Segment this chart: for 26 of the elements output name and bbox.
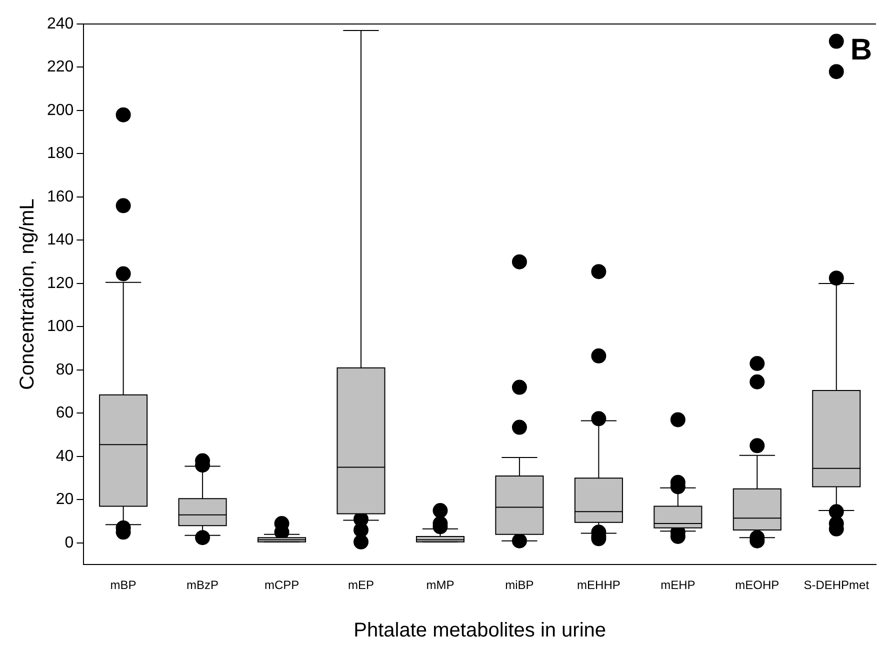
x-tick-label: mEHP [660,578,696,592]
x-tick-label: S-DEHPmet [804,578,870,592]
x-axis-title: Phtalate metabolites in urine [354,620,606,642]
y-tick-label: 160 [46,188,74,206]
x-tick-label: miBP [505,578,534,592]
y-tick-label: 60 [56,404,74,422]
y-tick-label: 240 [46,15,74,32]
y-tick-label: 200 [46,102,74,119]
x-tick-label: mEHHP [577,578,620,592]
y-tick-label: 100 [46,318,74,336]
x-tick-label: mCPP [264,578,300,592]
y-tick-label: 20 [56,491,74,508]
x-tick-label: mEOHP [735,578,780,592]
x-tick-label: mEP [348,578,374,592]
y-tick-label: 180 [46,145,74,162]
y-tick-label: 80 [56,361,74,378]
x-tick-label: mBzP [186,578,219,592]
y-tick-label: 0 [64,534,74,552]
y-tick-label: 140 [46,232,74,249]
y-tick-label: 220 [46,58,74,76]
y-tick-label: 40 [56,448,74,465]
x-tick-label: mMP [426,578,454,592]
y-tick-label: 120 [46,274,74,292]
annotation: B [850,33,872,66]
x-tick-label: mBP [110,578,136,592]
y-axis-title: Concentration, ng/mL [16,198,39,390]
